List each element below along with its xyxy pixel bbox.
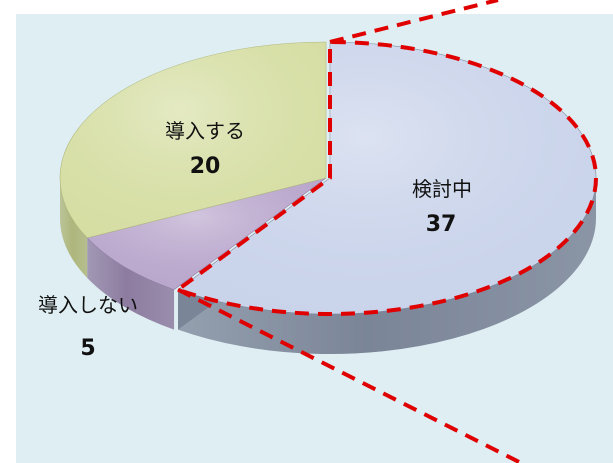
slice-label-kentouchu-name: 検討中 (412, 177, 472, 201)
slice-label-kentouchu-value: 37 (426, 212, 457, 237)
slice-label-kentouchu: 検討中 37 (412, 177, 472, 237)
slice-side-dounyuu-suru (60, 178, 88, 278)
slice-label-dounyuu-suru-value: 20 (190, 154, 221, 179)
pie-tops (59, 41, 597, 315)
callout-line-top (329, 0, 499, 44)
slice-top-shine-dounyuu-suru (59, 42, 326, 238)
highlight-callout (176, 0, 599, 463)
slice-label-dounyuu-shinai: 導入しない 5 (38, 293, 138, 361)
highlight-outline (176, 40, 599, 316)
slice-side-dounyuu-shinai (87, 237, 175, 330)
callout-line-bottom (177, 287, 522, 463)
slice-label-dounyuu-shinai-name: 導入しない (38, 293, 138, 317)
slice-top-shine-dounyuu-shinai (87, 178, 327, 290)
slice-label-dounyuu-suru: 導入する 20 (165, 119, 245, 179)
slice-top-shine-kentouchu (178, 41, 597, 314)
slice-label-dounyuu-shinai-value: 5 (80, 336, 95, 361)
slice-label-dounyuu-suru-name: 導入する (165, 119, 245, 143)
slice-side-kentouchu (178, 178, 597, 354)
